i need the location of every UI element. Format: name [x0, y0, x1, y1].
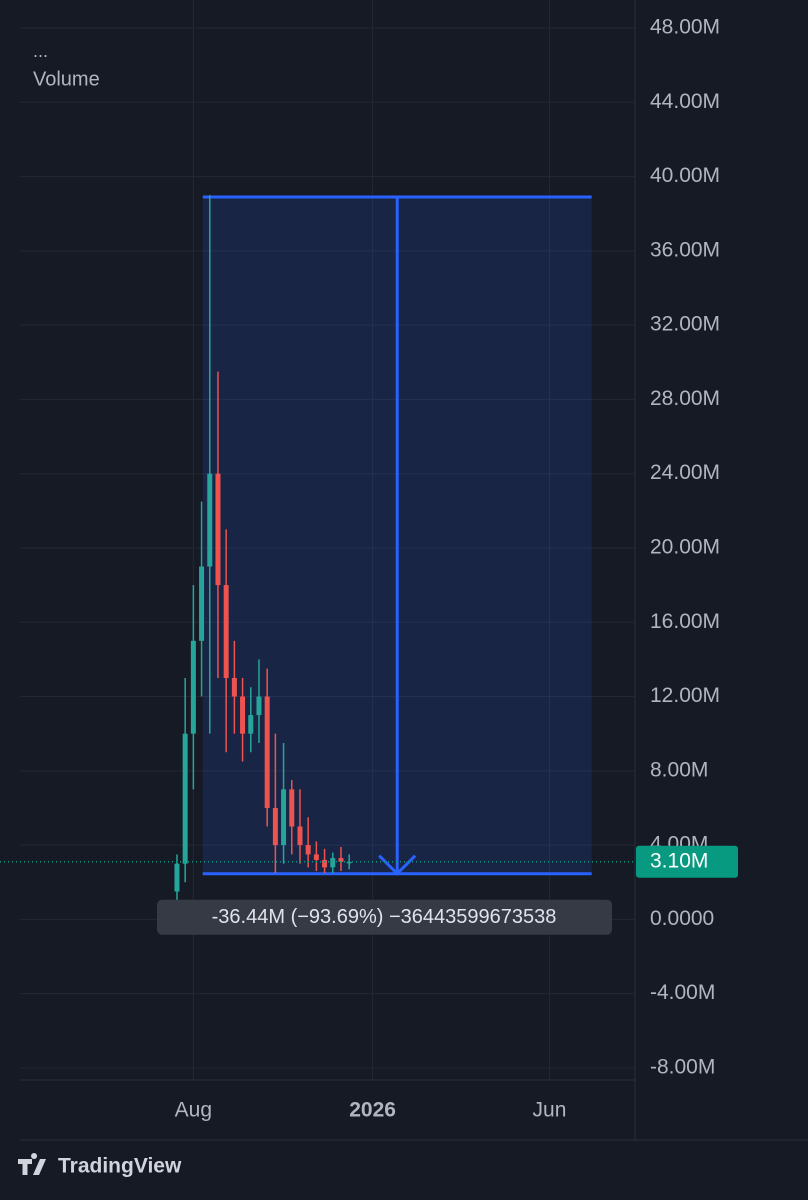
- y-tick-label: 16.00M: [650, 610, 720, 633]
- brand: TradingView: [58, 1155, 182, 1178]
- x-tick-label: 2026: [349, 1099, 396, 1122]
- y-tick-label: 28.00M: [650, 387, 720, 410]
- candle-body: [199, 566, 205, 641]
- last-price-box: [636, 845, 738, 878]
- legend-dots[interactable]: ...: [33, 41, 48, 61]
- y-tick-label: 32.00M: [650, 313, 720, 336]
- candle-body: [346, 861, 352, 864]
- brand-logo: [18, 1153, 46, 1175]
- candle-body: [256, 696, 262, 716]
- y-tick-label: 40.00M: [650, 164, 720, 187]
- x-tick-label: Jun: [533, 1099, 567, 1122]
- y-tick-label: 24.00M: [650, 461, 720, 484]
- candle-body: [338, 858, 344, 862]
- candle-body: [281, 789, 287, 846]
- measure-label-box: [157, 899, 612, 935]
- y-tick-label: 36.00M: [650, 238, 720, 261]
- last-price-label: 3.10M: [650, 849, 708, 872]
- y-tick-label: -4.00M: [650, 981, 715, 1004]
- candle-body: [330, 858, 336, 868]
- candle-body: [313, 854, 319, 860]
- y-tick-label: 0.0000: [650, 907, 714, 930]
- grid: [20, 0, 635, 1080]
- candle-body: [190, 640, 196, 734]
- candle-body: [223, 585, 229, 678]
- candle-body: [297, 826, 303, 846]
- measure-arrowhead: [378, 854, 417, 876]
- candle-body: [174, 863, 180, 892]
- y-tick-label: 20.00M: [650, 536, 720, 559]
- measure-label: -36.44M (−93.69%) −36443599673538: [212, 906, 557, 928]
- y-tick-label: -8.00M: [650, 1055, 715, 1078]
- y-tick-label: 12.00M: [650, 684, 720, 707]
- candle-body: [182, 733, 188, 864]
- candle-body: [272, 807, 278, 846]
- candle-body: [264, 696, 270, 808]
- candle-body: [322, 859, 328, 868]
- candle-body: [215, 473, 221, 586]
- candle-body: [207, 473, 213, 567]
- x-tick-label: Aug: [175, 1099, 212, 1122]
- y-tick-label: 8.00M: [650, 758, 708, 781]
- candle-body: [248, 715, 254, 734]
- candle-body: [289, 789, 295, 827]
- candle-body: [240, 696, 246, 734]
- candle-body: [231, 677, 237, 697]
- candle-body: [305, 845, 311, 855]
- plot: [174, 195, 592, 903]
- legend-title: Volume: [33, 68, 100, 90]
- y-tick-label: 48.00M: [650, 16, 720, 39]
- y-tick-label: 44.00M: [650, 90, 720, 113]
